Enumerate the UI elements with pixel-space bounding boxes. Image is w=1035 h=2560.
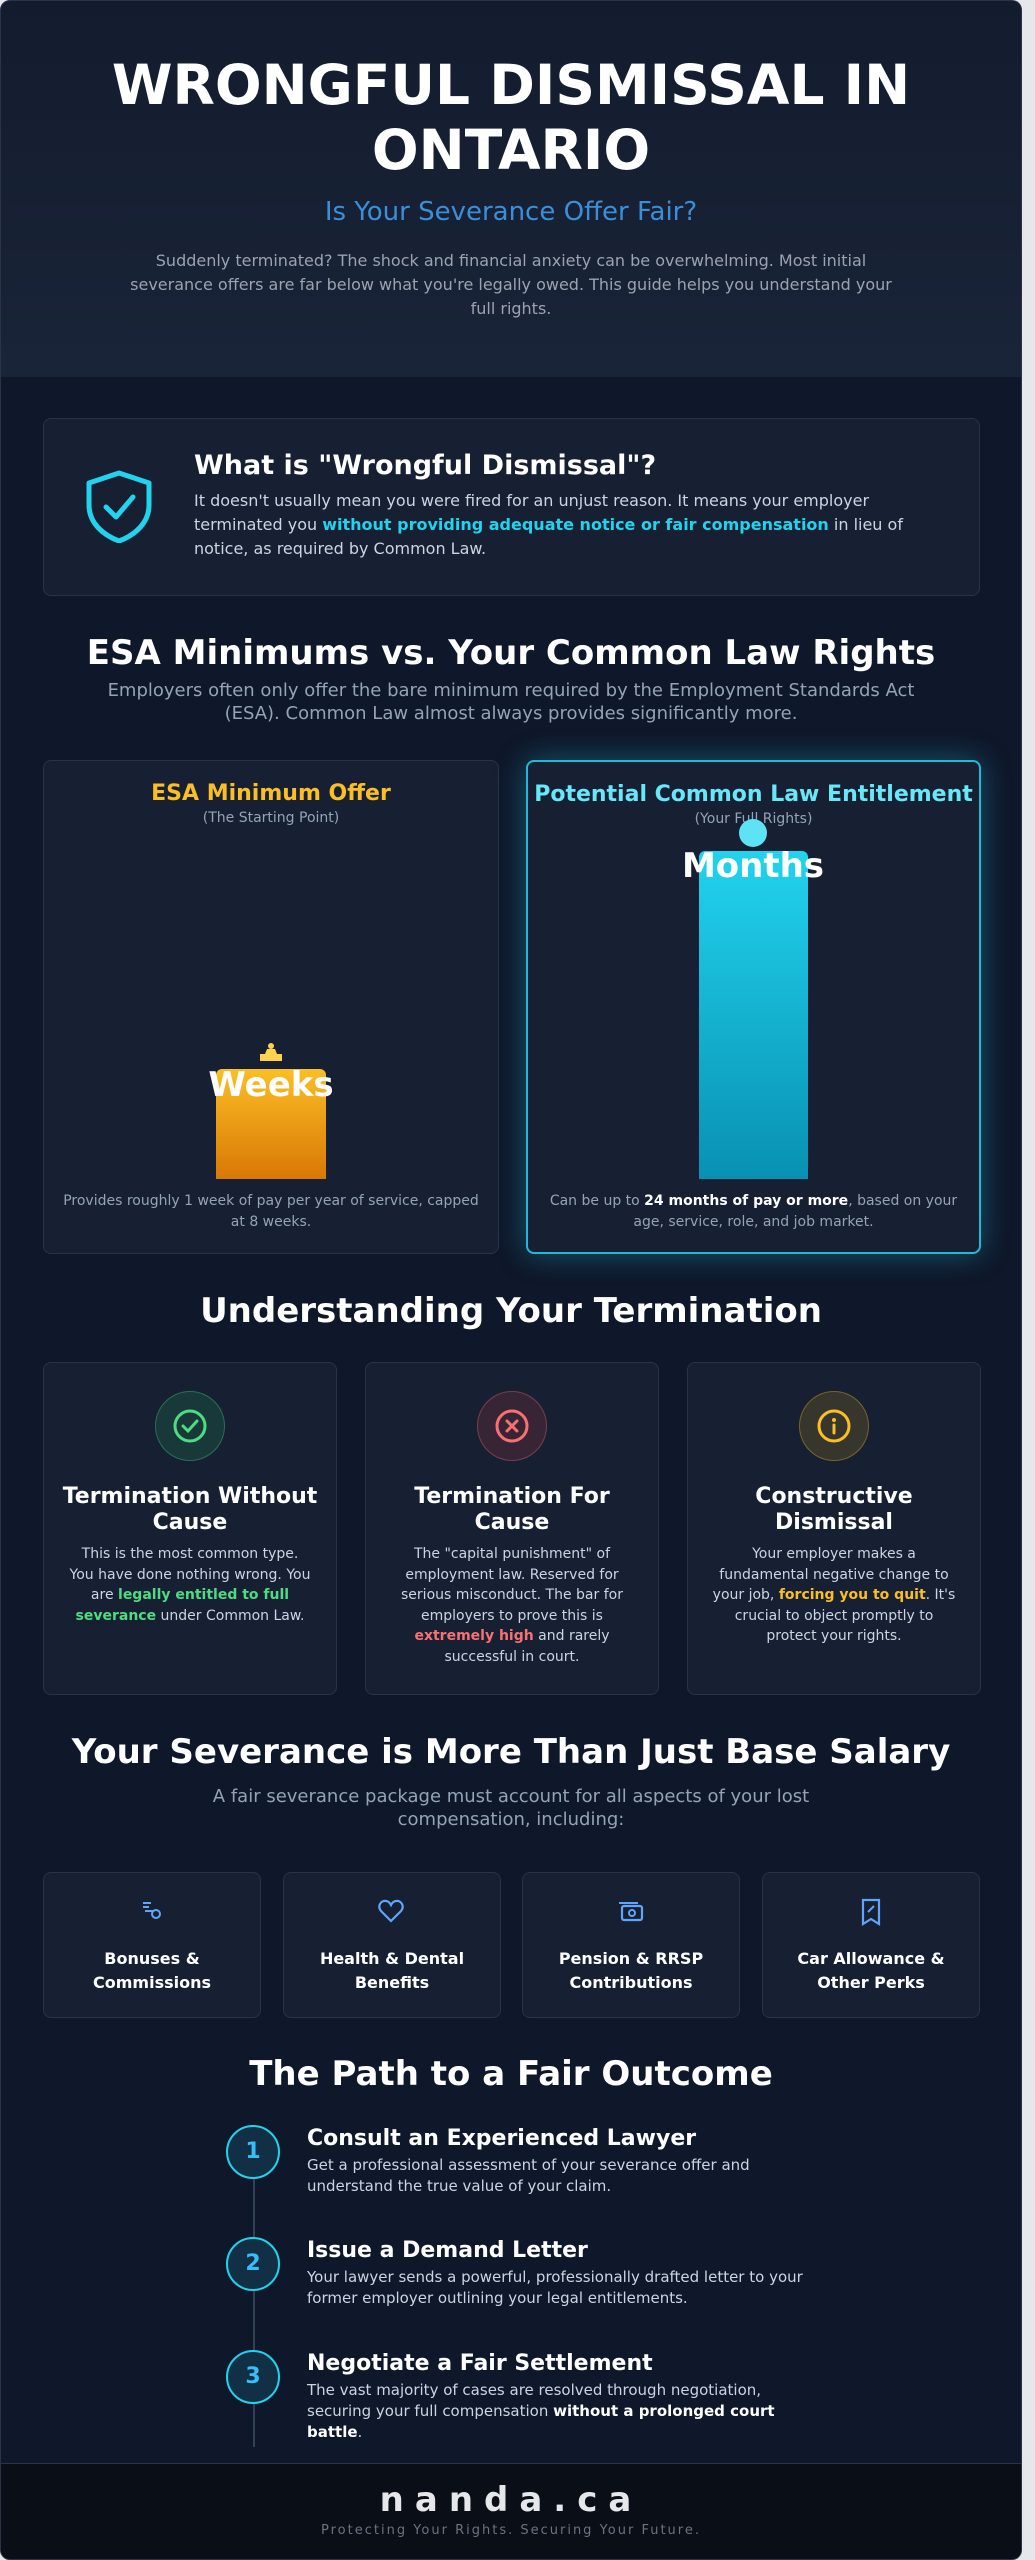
text: Provides roughly 1 week of pay per year …: [63, 1193, 479, 1230]
icon: [616, 1897, 646, 1927]
step-number: 2: [226, 2237, 280, 2291]
definition-text: It doesn't usually mean you were fired f…: [194, 489, 954, 561]
icon: [155, 1391, 225, 1461]
highlight: extremely high: [414, 1628, 534, 1644]
text: Get a professional assessment of your se…: [307, 2156, 750, 2195]
bar-dot: [739, 819, 767, 847]
icon-glyph: [861, 1898, 881, 1926]
step-number: 3: [226, 2350, 280, 2404]
text: It doesn't usually mean you were fired f…: [194, 491, 870, 534]
step-title: Negotiate a Fair Settlement: [307, 2351, 653, 2376]
icon-glyph: [173, 1409, 207, 1443]
highlight: without providing adequate notice or fai…: [322, 515, 829, 534]
esa-title: ESA Minimum Offer: [151, 781, 391, 806]
card-title: Constructive Dismissal: [755, 1484, 913, 1535]
common-law-note: Can be up to 24 months of pay or more, b…: [546, 1191, 961, 1233]
step-title: Issue a Demand Letter: [307, 2238, 588, 2263]
icon: [137, 1897, 167, 1927]
card-title: Termination For Cause: [414, 1484, 610, 1535]
esa-card: [43, 760, 499, 1254]
definition-card: [43, 418, 980, 596]
step-text: Your lawyer sends a powerful, profession…: [307, 2267, 807, 2309]
icon: [856, 1897, 886, 1927]
text: . It's crucial to object promptly to pro…: [734, 1587, 956, 1644]
brand: nanda.ca: [379, 2480, 643, 2520]
definition-title: What is "Wrongful Dismissal"?: [194, 450, 657, 481]
icon: [799, 1391, 869, 1461]
card-text: This is the most common type. You have d…: [68, 1544, 312, 1626]
section-title: ESA Minimums vs. Your Common Law Rights: [86, 633, 936, 673]
highlight: forcing you to quit: [778, 1587, 926, 1603]
severance-card: [762, 1872, 980, 2018]
footer: [1, 2463, 1021, 2559]
severance-card: [522, 1872, 740, 2018]
section-title: Your Severance is More Than Just Base Sa…: [71, 1732, 951, 1772]
highlight: legally entitled to full severance: [75, 1587, 290, 1624]
severance-label: Car Allowance & Other Perks: [797, 1949, 945, 1992]
text: and rarely successful in court.: [444, 1628, 610, 1665]
severance-card: [283, 1872, 501, 2018]
severance-label: Pension & RRSP Contributions: [558, 1949, 704, 1992]
icon-glyph: [143, 1902, 161, 1919]
highlight: without a prolonged court battle: [307, 2402, 775, 2441]
icon: [477, 1391, 547, 1461]
esa-note: Provides roughly 1 week of pay per year …: [63, 1191, 479, 1233]
icon-glyph: [817, 1409, 851, 1443]
common-law-bar: [699, 851, 808, 1179]
card-title: Termination Without Cause: [62, 1484, 318, 1535]
esa-bar: [216, 1069, 326, 1179]
shield-icon: [86, 470, 152, 543]
text: Your employer makes a fundamental negati…: [712, 1546, 949, 1603]
step-text: Get a professional assessment of your se…: [307, 2155, 807, 2197]
bar-label: Weeks: [208, 1065, 334, 1105]
section-subtitle: Employers often only offer the bare mini…: [107, 680, 915, 724]
icon-glyph: [619, 1902, 644, 1922]
severance-label: Health & Dental Benefits: [319, 1949, 465, 1992]
text: .: [357, 2423, 363, 2441]
text: The "capital punishment" of employment l…: [401, 1546, 623, 1624]
step-title: Consult an Experienced Lawyer: [307, 2126, 697, 2151]
text: under Common Law.: [156, 1607, 305, 1624]
coin-icon: [260, 1043, 282, 1061]
title: WRONGFUL DISMISSAL IN ONTARIO: [111, 53, 911, 182]
bar-label: Months: [681, 846, 825, 886]
header: [1, 1, 1021, 377]
highlight: 24 months of pay or more: [644, 1193, 849, 1209]
text: Can be up to: [549, 1193, 645, 1209]
card-text: The "capital punishment" of employment l…: [390, 1544, 634, 1667]
esa-subtitle: (The Starting Point): [202, 810, 340, 826]
card-text: Your employer makes a fundamental negati…: [712, 1544, 956, 1647]
icon-glyph: [495, 1409, 529, 1443]
section-title: The Path to a Fair Outcome: [249, 2054, 773, 2094]
text: in lieu of notice, as required by Common…: [194, 515, 903, 558]
severance-card: [43, 1872, 261, 2018]
severance-label: Bonuses & Commissions: [93, 1949, 211, 1992]
timeline: [253, 2152, 255, 2447]
section-subtitle: A fair severance package must account fo…: [212, 1786, 810, 1830]
icon: [377, 1897, 407, 1927]
text: This is the most common type. You have d…: [69, 1546, 311, 1603]
text: , based on your age, service, role, and …: [633, 1193, 958, 1230]
tagline: Protecting Your Rights. Securing Your Fu…: [321, 2523, 701, 2538]
common-law-title: Potential Common Law Entitlement: [534, 782, 973, 807]
intro: Suddenly terminated? The shock and finan…: [130, 251, 892, 318]
section-title: Understanding Your Termination: [200, 1291, 822, 1331]
text: Your lawyer sends a powerful, profession…: [307, 2268, 803, 2307]
icon-glyph: [378, 1899, 404, 1923]
step-number: 1: [226, 2125, 280, 2179]
text: The vast majority of cases are resolved …: [307, 2381, 762, 2420]
step-text: The vast majority of cases are resolved …: [307, 2380, 807, 2443]
subtitle: Is Your Severance Offer Fair?: [324, 197, 698, 227]
